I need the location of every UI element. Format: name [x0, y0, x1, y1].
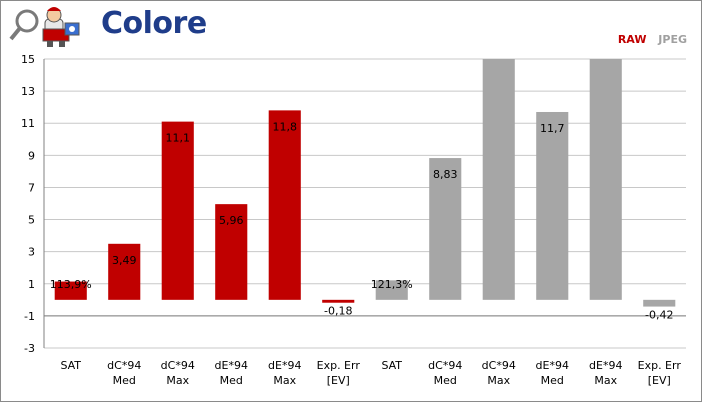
- x-tick-label: Exp. Err: [638, 359, 682, 372]
- data-label: 8,83: [433, 168, 458, 181]
- bar: [54, 281, 87, 300]
- bar: [322, 299, 355, 303]
- bar: [268, 110, 301, 300]
- bar: [643, 299, 676, 307]
- x-tick-label: Med: [220, 374, 243, 387]
- bar: [429, 158, 462, 300]
- bar: [161, 121, 194, 300]
- y-tick-label: 15: [21, 53, 35, 66]
- y-tick-label: 11: [21, 117, 35, 130]
- bar: [536, 111, 569, 300]
- x-tick-label: Max: [594, 374, 617, 387]
- x-tick-label: dE*94: [536, 359, 569, 372]
- x-tick-label: Exp. Err: [317, 359, 361, 372]
- y-tick-label: 3: [28, 246, 35, 259]
- x-tick-label: Max: [487, 374, 510, 387]
- x-tick-label: [EV]: [648, 374, 671, 387]
- x-tick-label: Med: [541, 374, 564, 387]
- x-tick-label: [EV]: [327, 374, 350, 387]
- y-tick-label: 5: [28, 214, 35, 227]
- x-tick-label: Med: [113, 374, 136, 387]
- y-tick-label: 13: [21, 85, 35, 98]
- x-tick-label: dC*94: [482, 359, 516, 372]
- data-label: 5,96: [219, 214, 244, 227]
- bar: [482, 59, 515, 300]
- data-label: 11,8: [273, 120, 298, 133]
- bar: [589, 59, 622, 300]
- chart-title: Colore: [101, 6, 207, 41]
- x-tick-label: dE*94: [268, 359, 301, 372]
- y-tick-label: -1: [24, 310, 35, 323]
- legend-raw: RAW: [617, 33, 647, 46]
- x-tick-label: SAT: [60, 359, 81, 372]
- data-label: 3,49: [112, 254, 137, 267]
- data-label: 11,7: [540, 122, 565, 135]
- data-label: -0,18: [324, 305, 352, 318]
- cartoon-mascot-icon: [9, 7, 80, 47]
- data-label: 121,3%: [371, 278, 413, 291]
- x-tick-label: dE*94: [589, 359, 622, 372]
- data-label: 113,9%: [50, 278, 92, 291]
- y-tick-label: -3: [24, 342, 35, 355]
- x-tick-label: dC*94: [161, 359, 195, 372]
- legend-jpeg: JPEG: [658, 33, 687, 46]
- x-tick-label: dC*94: [107, 359, 141, 372]
- x-tick-label: dE*94: [215, 359, 248, 372]
- x-tick-label: SAT: [381, 359, 402, 372]
- bar: [215, 204, 248, 300]
- x-tick-label: Max: [166, 374, 189, 387]
- y-tick-label: 7: [28, 181, 35, 194]
- bar: [375, 280, 408, 300]
- x-tick-label: Med: [434, 374, 457, 387]
- bar: [108, 243, 141, 300]
- y-tick-label: 1: [28, 278, 35, 291]
- data-label: 11,1: [166, 132, 191, 145]
- x-tick-label: Max: [273, 374, 296, 387]
- legend: RAW JPEG: [618, 33, 687, 46]
- data-label: -0,42: [645, 309, 673, 322]
- y-tick-label: 9: [28, 149, 35, 162]
- x-tick-label: dC*94: [428, 359, 462, 372]
